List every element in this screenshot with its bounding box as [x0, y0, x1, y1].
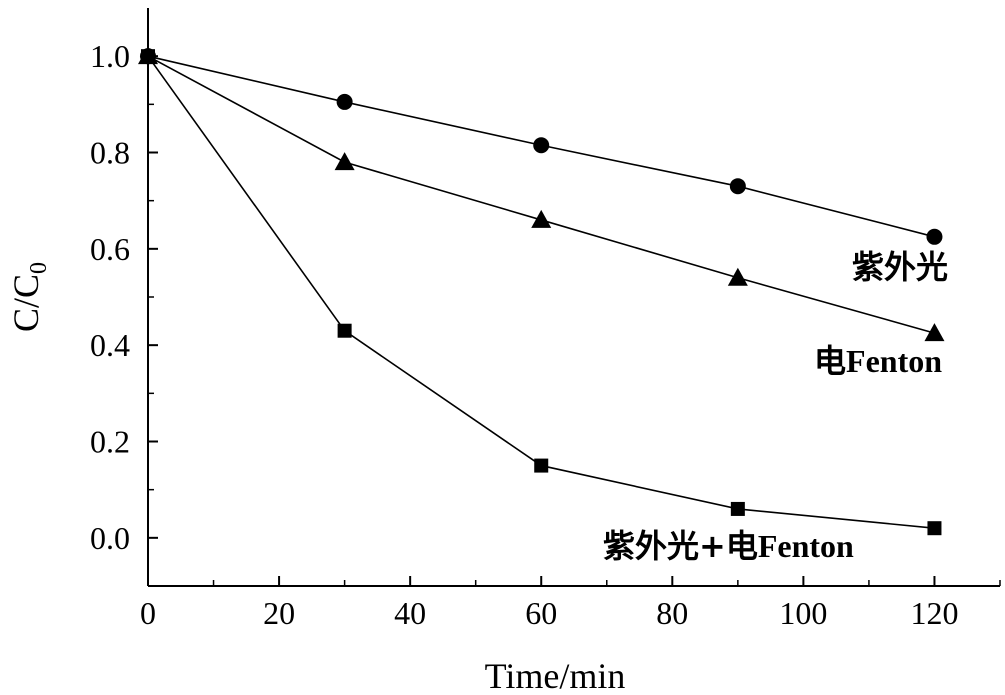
- data-point-square: [730, 501, 745, 516]
- y-axis-title: C/C0: [6, 262, 52, 332]
- ticks: 0 20 40 60 80 100 120 0.0 0.2 0.4 0.6 0.8 1.0: [90, 38, 1001, 631]
- series-label-uv-electro-fenton-latin: Fenton: [758, 528, 854, 564]
- data-point-triangle: [924, 323, 945, 342]
- data-point-square: [141, 49, 155, 64]
- series-label-electro-fenton-latin: Fenton: [846, 343, 942, 379]
- x-axis-title: Time/min: [485, 656, 626, 695]
- x-tick-label: 0: [140, 595, 156, 631]
- y-tick-label: 0.2: [90, 424, 130, 460]
- data-point-circle: [533, 137, 550, 154]
- x-tick-label: 100: [779, 595, 827, 631]
- x-tick-label: 80: [656, 595, 688, 631]
- series-label-electro-fenton: 电Fenton: [814, 342, 942, 380]
- y-tick-label: 0.6: [90, 231, 130, 267]
- y-tick-label: 1.0: [90, 38, 130, 74]
- axes: [147, 8, 1000, 587]
- series-label-uv: 紫外光: [852, 248, 948, 286]
- data-point-circle: [729, 178, 746, 195]
- series-2: [141, 49, 942, 536]
- series-line: [147, 55, 935, 334]
- series-line: [147, 55, 935, 529]
- data-point-square: [534, 458, 549, 473]
- series-label-uv-electro-fenton: 紫外光+电Fenton: [603, 527, 854, 565]
- series-label-electro-fenton-cjk: 电: [814, 342, 846, 380]
- x-tick-label: 20: [263, 595, 295, 631]
- y-tick-label: 0.8: [90, 135, 130, 171]
- y-tick-label: 0.0: [90, 520, 130, 556]
- series-label-uv-electro-fenton-cjk: 紫外光+电: [603, 527, 758, 565]
- series-1: [138, 46, 945, 342]
- labels: Time/min C/C0 紫外光 电Fenton 紫外光+电Fenton: [6, 248, 948, 695]
- data-point-square: [337, 323, 352, 338]
- y-axis-title-subscript: 0: [26, 262, 52, 274]
- data-point-square: [927, 521, 942, 536]
- y-axis-title-group: C/C0: [6, 262, 52, 332]
- series: [138, 46, 945, 536]
- data-point-triangle: [727, 267, 748, 286]
- x-tick-label: 40: [394, 595, 426, 631]
- data-point-circle: [336, 93, 353, 110]
- data-point-triangle: [334, 152, 355, 171]
- y-tick-label: 0.4: [90, 327, 130, 363]
- x-tick-label: 60: [525, 595, 557, 631]
- x-tick-label: 120: [910, 595, 958, 631]
- data-point-triangle: [531, 209, 552, 228]
- data-point-circle: [926, 228, 943, 245]
- y-axis-title-main: C/C: [6, 274, 46, 332]
